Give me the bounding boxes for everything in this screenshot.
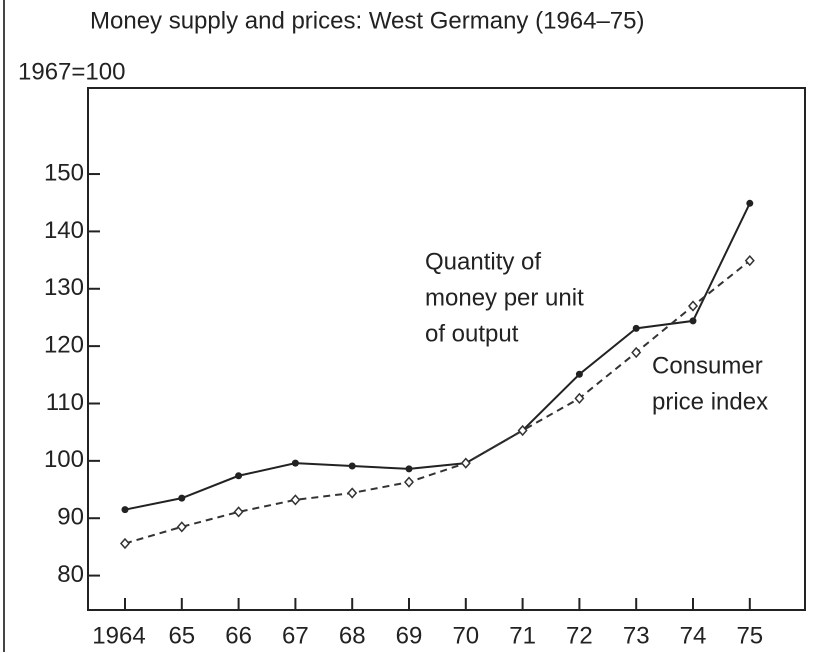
x-tick-label: 69 [396,622,423,649]
x-tick-label: 66 [225,622,252,649]
series-line [124,259,751,545]
point [233,506,244,518]
point [119,537,131,550]
point [632,324,640,332]
point [405,465,413,473]
y-tick-label: 120 [44,331,84,358]
y-tick-label: 110 [46,389,84,416]
annotation: of output [425,320,519,347]
point [290,494,301,506]
x-tick-label: 1964 [92,622,145,649]
point [176,521,187,533]
x-tick-label: 75 [736,622,763,649]
x-tick-label: 72 [566,622,593,649]
y-tick-label: 130 [44,274,84,301]
annotation: money per unit [425,284,584,311]
point [178,494,186,502]
plot-frame [87,87,806,611]
point [403,476,415,488]
point [121,506,129,514]
x-tick-label: 65 [168,622,195,649]
y-axis-label: 1967=100 [18,58,125,85]
y-tick-label: 140 [44,217,84,244]
x-tick-label: 68 [339,622,366,649]
x-tick-label: 73 [623,622,650,649]
point [631,346,642,359]
point [687,300,699,312]
point [348,462,356,470]
x-tick-label: 67 [282,622,309,649]
annotation: Consumer [652,352,763,379]
point [347,487,358,499]
y-tick-label: 80 [57,561,84,588]
point [689,317,697,325]
point [235,472,243,480]
x-tick-label: 70 [452,622,479,649]
series-line [124,202,751,511]
chart-title: Money supply and prices: West Germany (1… [90,7,645,34]
y-tick-label: 100 [44,446,84,473]
annotation: price index [652,388,768,415]
point [291,459,299,467]
y-tick-label: 150 [44,159,84,186]
annotation: Quantity of [425,248,541,275]
point [746,199,754,207]
point [575,370,583,378]
x-tick-label: 71 [509,622,536,649]
point [517,424,528,437]
point [574,392,585,404]
point [460,457,471,469]
point [744,255,755,267]
x-tick-label: 74 [680,622,707,649]
y-tick-label: 90 [57,504,84,531]
